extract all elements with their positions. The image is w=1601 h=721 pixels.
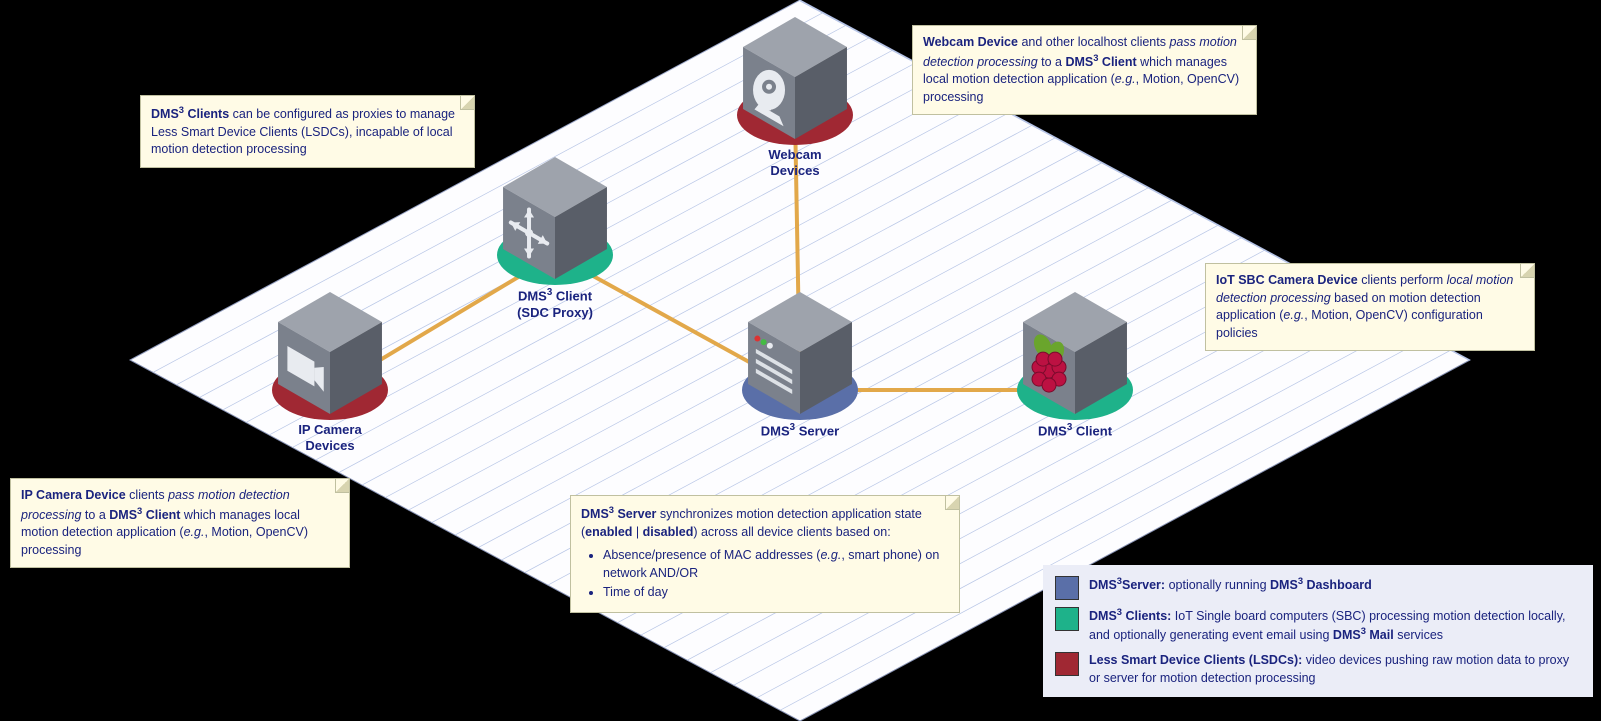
note-ipcam: IP Camera Device clients pass motion det… (10, 478, 350, 568)
legend-swatch (1055, 652, 1079, 676)
legend-row: DMS3Server: optionally running DMS3 Dash… (1055, 575, 1581, 600)
note-iot: IoT SBC Camera Device clients perform lo… (1205, 263, 1535, 351)
legend-text: DMS3Server: optionally running DMS3 Dash… (1089, 575, 1581, 594)
legend-row: DMS3 Clients: IoT Single board computers… (1055, 606, 1581, 645)
note-server: DMS3 Server synchronizes motion detectio… (570, 495, 960, 613)
label-ipcam: IP CameraDevices (250, 422, 410, 455)
note-webcam: Webcam Device and other localhost client… (912, 25, 1257, 115)
legend-text: Less Smart Device Clients (LSDCs): video… (1089, 651, 1581, 687)
label-client: DMS3 Client (995, 422, 1155, 440)
label-sdcproxy: DMS3 Client(SDC Proxy) (475, 287, 635, 321)
note-sdcproxy: DMS3 Clients can be configured as proxie… (140, 95, 475, 168)
label-server: DMS3 Server (720, 422, 880, 440)
legend-swatch (1055, 607, 1079, 631)
legend-text: DMS3 Clients: IoT Single board computers… (1089, 606, 1581, 645)
legend-swatch (1055, 576, 1079, 600)
legend-row: Less Smart Device Clients (LSDCs): video… (1055, 651, 1581, 687)
legend: DMS3Server: optionally running DMS3 Dash… (1043, 565, 1593, 697)
label-webcam: WebcamDevices (715, 147, 875, 180)
